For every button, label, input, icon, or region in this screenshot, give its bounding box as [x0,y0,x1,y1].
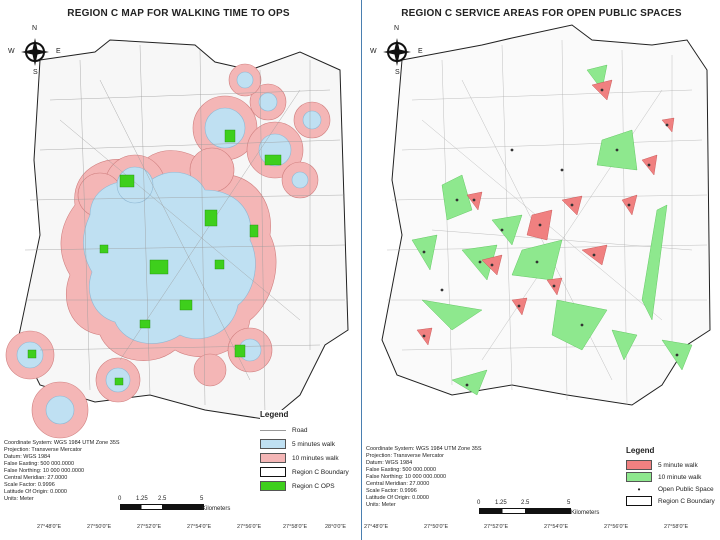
right-legend-item-boundary: Region C Boundary [626,495,718,507]
right-legend: Legend 5 minute walk 10 minute walk • Op… [626,446,718,507]
left-compass-e: E [56,48,61,55]
right-legend-item-ops: • Open Public Space [626,483,718,495]
left-compass: N S W E [8,25,61,76]
right-compass: N S W E [370,25,423,76]
left-legend-item-10min: 10 minutes walk [260,451,352,465]
north-arrow-icon [383,38,411,66]
north-arrow-icon [21,38,49,66]
right-scale-bar: 0 1.25 2.5 5 Kilometers [477,500,600,516]
right-map-panel: REGION C SERVICE AREAS FOR OPEN PUBLIC S… [361,0,720,540]
right-projection-info: Coordinate System: WGS 1984 UTM Zone 35S… [366,446,482,508]
right-ops-points [422,88,679,387]
right-map-canvas [381,24,711,406]
right-compass-s: S [395,69,400,76]
left-map-title: REGION C MAP FOR WALKING TIME TO OPS [67,8,290,19]
left-map-canvas [5,39,349,439]
ops-dot-icon: • [637,484,641,494]
right-compass-w: W [370,48,377,55]
right-compass-e: E [418,48,423,55]
left-legend-item-road: Road [260,423,352,437]
left-legend-item-boundary: Region C Boundary [260,465,352,479]
right-legend-item-10min: 10 minute walk [626,471,718,483]
left-legend-item-5min: 5 minutes walk [260,437,352,451]
scale-bar-graphic [479,508,571,514]
right-legend-item-5min: 5 minute walk [626,459,718,471]
left-projection-info: Coordinate System: WGS 1984 UTM Zone 35S… [4,440,120,502]
road-line-icon [260,429,286,431]
scale-bar-graphic [120,504,204,510]
left-map-panel: REGION C MAP FOR WALKING TIME TO OPS [0,0,357,540]
left-legend-item-ops: Region C OPS [260,479,352,493]
right-compass-n: N [394,25,400,32]
left-compass-s: S [33,69,38,76]
right-legend-title: Legend [626,446,655,455]
right-map-title: REGION C SERVICE AREAS FOR OPEN PUBLIC S… [401,8,682,19]
left-legend: Legend Road 5 minutes walk 10 minutes wa… [260,410,352,493]
left-legend-title: Legend [260,410,289,419]
left-compass-w: W [8,48,15,55]
left-scale-bar: 0 1.25 2.5 5 Kilometers [118,496,231,512]
left-ops-patches [27,129,282,386]
left-compass-n: N [32,25,38,32]
right-10min-walk-areas [411,64,693,396]
